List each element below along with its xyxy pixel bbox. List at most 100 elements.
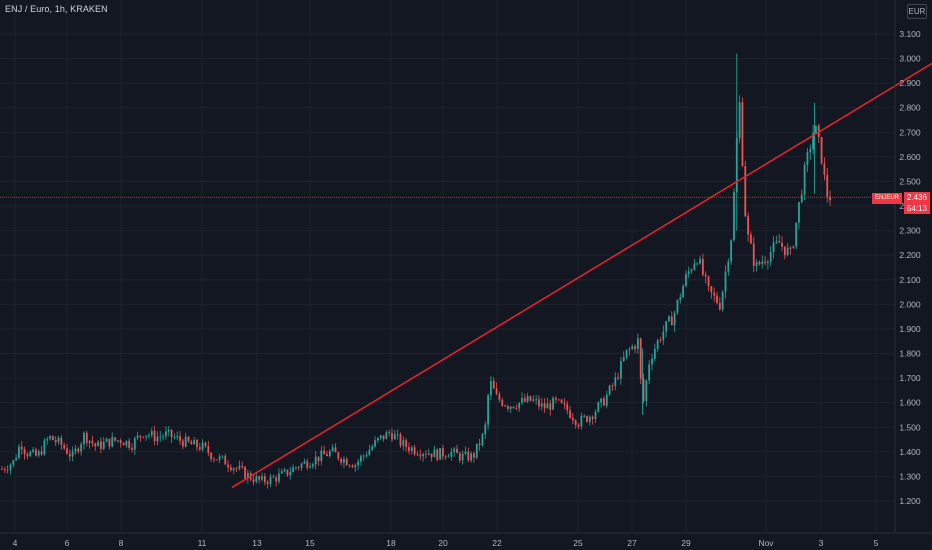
candle-body	[755, 261, 758, 266]
candle-body	[244, 467, 246, 479]
price-axis[interactable]: 1.200 1.300 1.400 1.500 1.600 1.700 1.800 1.900…	[894, 0, 921, 533]
candle-body	[221, 455, 224, 457]
candle-body	[153, 430, 156, 442]
candle-body	[538, 399, 540, 407]
candle-body	[501, 399, 504, 406]
candle-body	[665, 321, 668, 332]
grid	[0, 0, 895, 533]
candle-body	[481, 434, 484, 446]
candle-body	[3, 469, 6, 471]
candle-body	[83, 432, 85, 445]
candle-body	[368, 449, 371, 456]
candle-body	[806, 152, 809, 165]
candle-body	[269, 476, 272, 485]
price-tick-label: 1.200	[899, 496, 921, 506]
candle-body	[345, 459, 348, 466]
candle-body	[139, 435, 142, 437]
candle-body	[829, 196, 831, 201]
candle-body	[444, 456, 447, 458]
candle-body	[600, 398, 603, 403]
candle-body	[775, 241, 778, 243]
candle-body	[331, 447, 334, 452]
candle-body	[97, 441, 99, 447]
candle-body	[628, 349, 631, 350]
candle-body	[727, 261, 730, 272]
price-tick-label: 2.800	[899, 103, 921, 113]
candle-body	[563, 402, 566, 405]
candle-body	[430, 453, 433, 458]
candle-body	[80, 444, 83, 452]
candle-body	[311, 464, 314, 467]
time-tick-label: 8	[119, 538, 124, 548]
candle-body	[495, 388, 498, 395]
candle-body	[803, 164, 806, 195]
candle-body	[761, 261, 764, 265]
candle-body	[323, 450, 326, 455]
candle-body	[795, 222, 798, 247]
candle-body	[295, 467, 297, 469]
trendline[interactable]	[231, 62, 932, 489]
candle-body	[275, 477, 278, 482]
candle-body	[410, 447, 413, 452]
candle-body	[487, 395, 489, 425]
candle-body	[540, 403, 543, 407]
time-axis[interactable]: 4 6 8 11 13 15 18 20 22 25 27 29 Nov 3 5	[0, 532, 932, 548]
price-tick-label: 2.600	[899, 152, 921, 162]
candle-body	[571, 417, 574, 421]
candle-body	[181, 440, 184, 447]
symbol-label: ENJEUR	[872, 193, 902, 204]
candle-body	[6, 470, 9, 471]
candle-body	[241, 465, 244, 468]
candle-body	[687, 271, 690, 275]
candle-body	[823, 163, 826, 175]
candle-body	[159, 436, 162, 438]
candle-body	[506, 406, 509, 409]
candle-body	[504, 405, 506, 407]
candle-body	[733, 192, 735, 241]
candle-body	[458, 453, 461, 461]
candle-body	[108, 438, 111, 447]
candle-body	[651, 358, 653, 365]
candle-body	[653, 348, 656, 359]
price-tick-label: 2.000	[899, 299, 921, 309]
candle-body	[15, 458, 18, 461]
candle-body	[696, 263, 699, 265]
candle-body	[317, 456, 320, 462]
candle-body	[532, 399, 535, 401]
candle-body	[490, 380, 492, 396]
time-tick-label: 4	[13, 538, 18, 548]
price-tick-label: 2.700	[899, 127, 921, 137]
candle-body	[136, 435, 139, 439]
price-tick-label: 1.900	[899, 324, 921, 334]
candle-body	[744, 166, 747, 217]
candle-body	[475, 443, 478, 458]
candle-body	[478, 443, 481, 446]
candle-body	[769, 252, 772, 262]
candle-body	[718, 303, 721, 310]
candle-body	[142, 436, 145, 438]
candlestick-series	[1, 53, 831, 489]
price-tick-label: 1.700	[899, 373, 921, 383]
candle-body	[71, 451, 74, 457]
candle-body	[656, 340, 659, 349]
time-tick-label: 18	[386, 538, 396, 548]
candle-body	[716, 295, 718, 304]
candle-body	[631, 346, 634, 350]
candle-body	[252, 479, 255, 482]
currency-button[interactable]: EUR	[907, 4, 927, 19]
candle-body	[659, 340, 662, 341]
candle-body	[464, 451, 467, 454]
candle-body	[213, 459, 215, 460]
candle-body	[145, 435, 148, 438]
candle-body	[577, 424, 580, 427]
candle-body	[20, 446, 23, 450]
candle-body	[450, 451, 453, 457]
candle-body	[552, 397, 554, 410]
candle-body	[334, 447, 337, 453]
candle-body	[781, 242, 783, 247]
candle-body	[292, 467, 294, 473]
candle-body	[408, 447, 410, 452]
candle-body	[382, 435, 385, 440]
candle-body	[1, 469, 3, 470]
